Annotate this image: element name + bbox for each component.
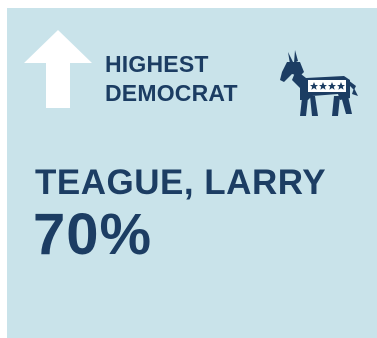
badge-line-highest: HIGHEST: [105, 51, 209, 77]
arrow-up-icon: [24, 30, 92, 108]
badge-line-democrat: DEMOCRAT: [105, 80, 238, 106]
badge-label: HIGHEST DEMOCRAT: [105, 50, 275, 108]
member-score: 70%: [33, 202, 153, 267]
highest-democrat-card: HIGHEST DEMOCRAT TEA: [7, 8, 377, 338]
member-name: TEAGUE, LARRY: [35, 163, 327, 202]
democratic-donkey-icon: [280, 50, 358, 116]
